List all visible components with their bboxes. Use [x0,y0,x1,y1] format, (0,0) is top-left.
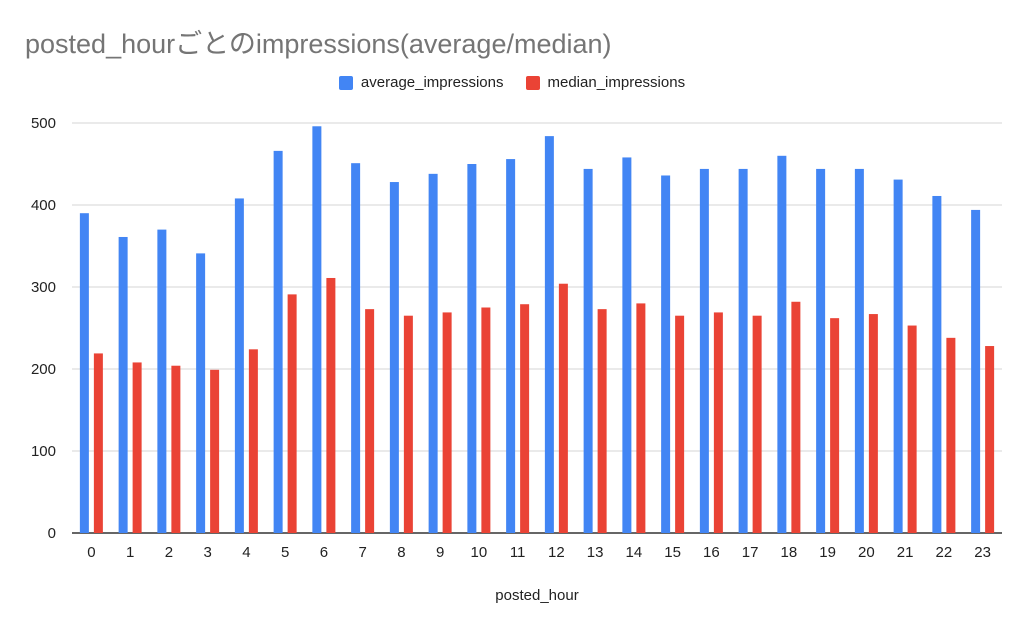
x-tick-label-3: 3 [203,544,211,561]
x-tick-label-5: 5 [281,544,289,561]
bar-average-22 [932,195,942,534]
bar-median-18 [791,301,801,533]
legend: average_impressions median_impressions [0,74,1024,91]
bar-median-21 [907,325,917,533]
bar-median-7 [365,309,375,533]
x-tick-label-8: 8 [397,544,405,561]
bar-median-8 [403,315,413,533]
bar-median-16 [713,312,723,533]
bar-median-6 [326,277,336,533]
x-tick-label-6: 6 [320,544,328,561]
x-tick-label-1: 1 [126,544,134,561]
bar-average-7 [351,163,361,533]
bar-median-23 [985,346,995,533]
bar-median-12 [558,283,568,533]
bar-average-18 [777,155,787,534]
legend-item-average: average_impressions [338,74,504,91]
x-tick-label-23: 23 [974,544,991,561]
x-tick-label-12: 12 [548,544,565,561]
bar-average-5 [273,150,283,533]
x-tick-label-10: 10 [471,544,488,561]
x-tick-label-4: 4 [242,544,250,561]
y-tick-label-200: 200 [31,361,56,378]
legend-label-median: median_impressions [547,74,686,91]
y-tick-label-500: 500 [31,115,56,132]
bar-median-3 [210,369,220,533]
bar-average-10 [467,164,477,533]
x-tick-label-11: 11 [510,544,526,561]
bar-average-16 [699,168,709,534]
bar-average-14 [622,157,632,533]
bar-median-17 [752,315,762,533]
x-tick-label-20: 20 [858,544,875,561]
x-tick-label-21: 21 [897,544,914,561]
bar-median-9 [442,312,452,533]
bar-median-2 [171,365,181,533]
x-tick-label-0: 0 [87,544,95,561]
bar-average-8 [389,182,399,534]
y-tick-label-300: 300 [31,279,56,296]
legend-swatch-median [525,75,540,90]
y-tick-label-0: 0 [48,525,56,542]
bar-median-20 [868,314,878,533]
x-tick-label-18: 18 [781,544,798,561]
bar-median-4 [248,349,258,533]
x-tick-label-7: 7 [358,544,366,561]
y-tick-label-100: 100 [31,443,56,460]
bar-average-23 [971,209,981,534]
bar-median-5 [287,294,297,533]
bar-median-19 [830,318,840,533]
bar-median-15 [675,315,685,533]
bar-average-19 [816,168,826,534]
bar-average-1 [118,236,128,534]
bar-median-13 [597,309,607,533]
x-tick-label-22: 22 [936,544,953,561]
bar-median-14 [636,303,646,533]
bar-average-13 [583,168,593,534]
bar-average-3 [196,253,206,533]
bar-average-11 [506,159,516,533]
legend-item-median: median_impressions [525,74,686,91]
bar-average-9 [428,173,438,533]
x-tick-label-19: 19 [819,544,836,561]
x-tick-label-13: 13 [587,544,604,561]
y-tick-label-400: 400 [31,197,56,214]
x-tick-label-14: 14 [626,544,643,561]
bar-average-2 [157,229,167,533]
legend-label-average: average_impressions [360,74,504,91]
x-tick-label-9: 9 [436,544,444,561]
bar-median-11 [520,304,530,533]
x-tick-label-16: 16 [703,544,720,561]
bar-average-17 [738,168,748,534]
bar-average-0 [79,213,89,533]
bar-average-21 [893,179,903,533]
bar-average-6 [312,126,322,533]
x-tick-label-17: 17 [742,544,759,561]
bar-average-4 [234,198,244,533]
bar-median-10 [481,307,491,533]
x-tick-label-2: 2 [165,544,173,561]
bar-average-15 [661,175,671,534]
bar-average-12 [544,136,554,533]
bar-average-20 [854,168,864,534]
x-axis-title: posted_hour [495,587,578,604]
x-tick-label-15: 15 [664,544,681,561]
bar-median-22 [946,337,956,533]
chart-title: posted_hourごとのimpressions(average/median… [25,29,612,59]
bar-median-0 [93,353,103,533]
bar-median-1 [132,362,142,533]
legend-swatch-average [338,75,353,90]
